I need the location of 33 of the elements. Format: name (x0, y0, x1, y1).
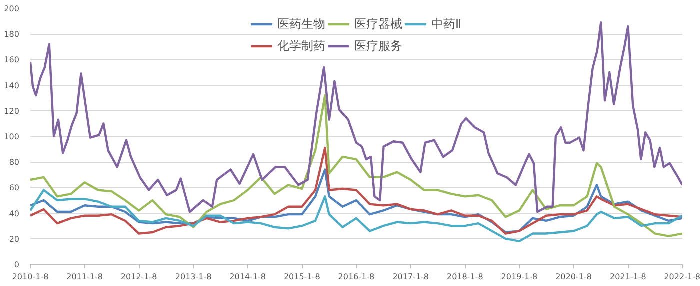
x-tick-label: 2021-1-8 (610, 272, 646, 282)
line-series (30, 189, 682, 243)
x-tick-label: 2015-1-8 (284, 272, 320, 282)
x-tick-label: 2014-1-8 (230, 272, 266, 282)
y-tick-label: 200 (4, 4, 20, 14)
x-tick-label: 2013-1-8 (175, 272, 212, 282)
y-tick-label: 40 (9, 209, 20, 218)
x-tick-label: 2010-1-8 (12, 272, 49, 282)
line-series (30, 146, 682, 235)
x-tick-label: 2011-1-8 (66, 272, 103, 282)
y-tick-label: 160 (4, 56, 20, 65)
y-tick-label: 120 (4, 106, 20, 116)
x-tick-label: 2019-1-8 (501, 272, 538, 282)
legend-label: 医疗服务 (354, 38, 403, 54)
x-tick-label: 2022-1-8 (664, 272, 700, 282)
legend-label: 化学制药 (278, 38, 326, 54)
line-series (30, 94, 682, 238)
y-tick-label: 100 (4, 132, 20, 142)
y-tick-label: 60 (9, 184, 20, 193)
line-series (30, 168, 682, 234)
x-tick-label: 2017-1-8 (392, 272, 430, 282)
y-tick-label: 0 (14, 260, 20, 270)
x-tick-label: 2018-1-8 (447, 272, 484, 282)
y-tick-label: 180 (4, 30, 20, 40)
legend-label: 中药Ⅱ (432, 16, 462, 32)
x-tick-label: 2020-1-8 (556, 272, 592, 282)
y-tick-label: 20 (9, 234, 20, 244)
legend-label: 医药生物 (278, 16, 326, 32)
x-tick-label: 2016-1-8 (338, 272, 375, 282)
y-tick-label: 80 (9, 158, 20, 168)
y-tick-label: 140 (4, 81, 20, 90)
legend-label: 医疗器械 (354, 16, 403, 32)
x-tick-label: 2012-1-8 (120, 272, 158, 282)
